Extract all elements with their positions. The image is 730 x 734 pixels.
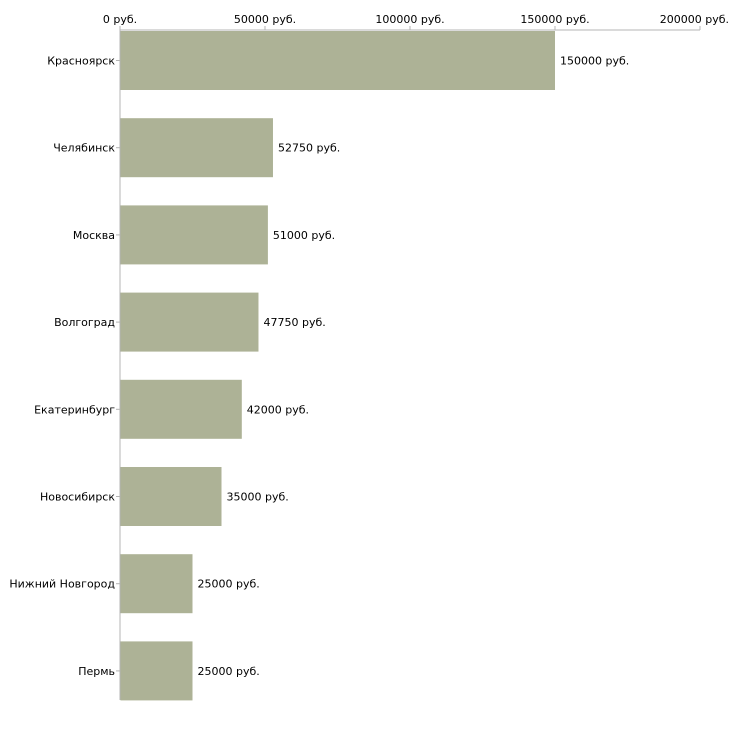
bar[interactable]: [120, 379, 242, 439]
category-label: Челябинск: [53, 142, 115, 155]
category-label: Нижний Новгород: [9, 578, 115, 591]
x-tick-label: 200000 руб.: [660, 13, 729, 26]
bar[interactable]: [120, 292, 259, 352]
x-tick-label: 100000 руб.: [375, 13, 444, 26]
bar[interactable]: [120, 554, 193, 614]
bar[interactable]: [120, 467, 222, 526]
category-label: Пермь: [78, 665, 115, 678]
value-label: 35000 руб.: [227, 491, 289, 504]
bar[interactable]: [120, 31, 556, 90]
axes: [116, 26, 701, 700]
category-label: Екатеринбург: [34, 403, 115, 416]
labels: 0 руб. 50000 руб. 100000 руб. 150000 руб. 20…: [9, 13, 729, 678]
value-label: 150000 руб.: [560, 55, 629, 68]
category-label: Волгоград: [54, 316, 115, 329]
value-label: 51000 руб.: [273, 229, 335, 242]
x-tick-label: 150000 руб.: [520, 13, 589, 26]
bars: [120, 31, 556, 701]
value-label: 47750 руб.: [263, 316, 325, 329]
x-tick-label: 50000 руб.: [234, 13, 296, 26]
value-label: 25000 руб.: [198, 665, 260, 678]
category-label: Новосибирск: [40, 491, 115, 504]
bar[interactable]: [120, 118, 273, 178]
value-label: 52750 руб.: [278, 142, 340, 155]
category-label: Москва: [73, 229, 115, 242]
bar[interactable]: [120, 205, 268, 265]
bar[interactable]: [120, 641, 193, 701]
value-label: 25000 руб.: [198, 578, 260, 591]
x-tick-label: 0 руб.: [103, 13, 137, 26]
value-label: 42000 руб.: [247, 403, 309, 416]
category-label: Красноярск: [47, 55, 115, 68]
